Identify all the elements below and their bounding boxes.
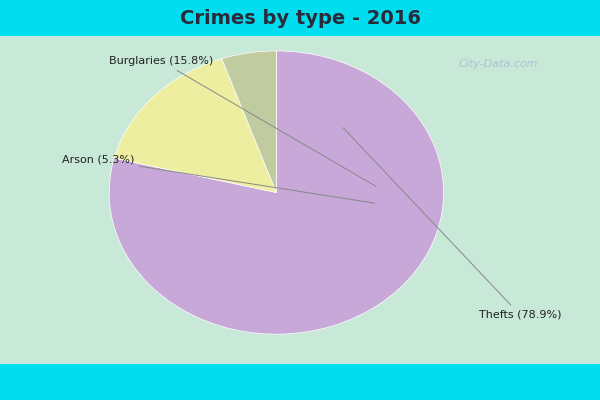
Wedge shape xyxy=(114,59,277,192)
Text: Crimes by type - 2016: Crimes by type - 2016 xyxy=(179,8,421,28)
Text: Thefts (78.9%): Thefts (78.9%) xyxy=(343,128,562,320)
Text: City-Data.com: City-Data.com xyxy=(458,59,538,69)
Text: Burglaries (15.8%): Burglaries (15.8%) xyxy=(109,56,376,186)
Wedge shape xyxy=(109,51,443,334)
Wedge shape xyxy=(222,51,277,192)
Text: Arson (5.3%): Arson (5.3%) xyxy=(62,155,375,203)
